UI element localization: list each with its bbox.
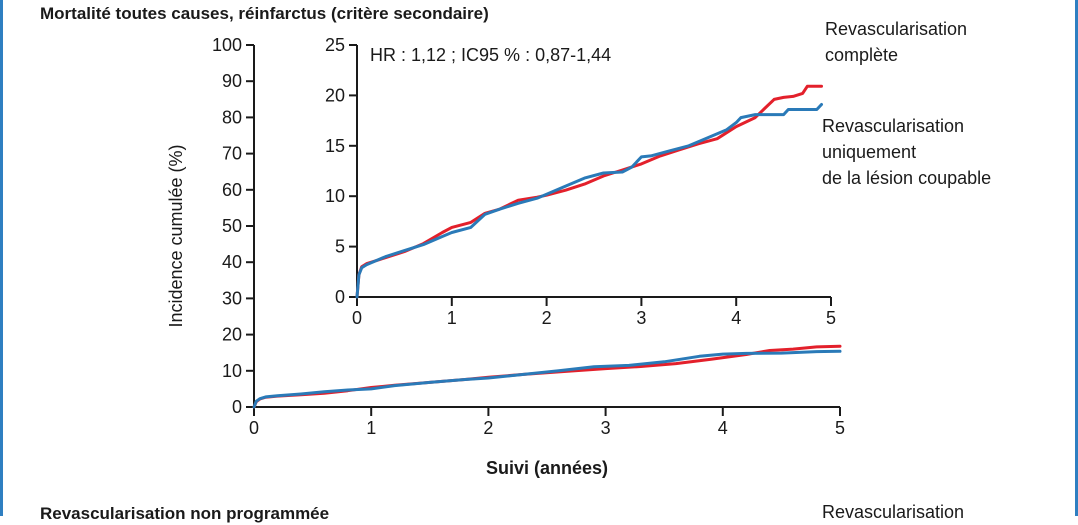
main-series-line-1 xyxy=(252,349,842,409)
inset-y-tick-label-2: 10 xyxy=(325,186,345,206)
main-x-tick-label-1: 1 xyxy=(366,418,376,438)
main-x-axis-label: Suivi (années) xyxy=(486,458,608,478)
main-series-line-0 xyxy=(252,344,842,409)
inset-series-line-1 xyxy=(355,103,823,299)
main-y-tick-label-6: 60 xyxy=(222,180,242,200)
main-y-tick-label-10: 100 xyxy=(212,35,242,55)
inset-x-tick-label-4: 4 xyxy=(731,308,741,328)
inset-y-tick-label-3: 15 xyxy=(325,136,345,156)
main-y-tick-label-9: 90 xyxy=(222,71,242,91)
main-y-tick-label-0: 0 xyxy=(232,397,242,417)
inset-x-tick-label-0: 0 xyxy=(352,308,362,328)
main-y-tick-label-4: 40 xyxy=(222,252,242,272)
legend-complete: Revascularisation complète xyxy=(825,19,968,65)
main-x-tick-label-3: 3 xyxy=(601,418,611,438)
main-y-tick-label-3: 30 xyxy=(222,288,242,308)
section-title: Mortalité toutes causes, réinfarctus (cr… xyxy=(40,4,489,23)
main-y-tick-label-7: 70 xyxy=(222,144,242,164)
inset-x-tick-label-2: 2 xyxy=(542,308,552,328)
inset-y-tick-label-0: 0 xyxy=(335,287,345,307)
main-x-tick-label-0: 0 xyxy=(249,418,259,438)
inset-x-tick-label-3: 3 xyxy=(636,308,646,328)
main-x-tick-label-5: 5 xyxy=(835,418,845,438)
inset-series-line-0 xyxy=(355,84,823,299)
main-x-tick-label-2: 2 xyxy=(483,418,493,438)
legend-culprit: Revascularisation uniquement de la lésio… xyxy=(822,116,992,188)
inset-x-tick-label-5: 5 xyxy=(826,308,836,328)
main-y-tick-label-8: 80 xyxy=(222,107,242,127)
main-y-tick-label-5: 50 xyxy=(222,216,242,236)
inset-x-tick-label-1: 1 xyxy=(447,308,457,328)
main-y-axis-label: Incidence cumulée (%) xyxy=(166,144,186,327)
inset-y-tick-label-4: 20 xyxy=(325,85,345,105)
inset-chart: 0 5 10 15 20 25 0 1 2 3 4 5 HR : 1,12 ; IC95 % : 0,8… xyxy=(325,35,836,328)
main-x-tick-label-4: 4 xyxy=(718,418,728,438)
main-y-tick-label-1: 10 xyxy=(222,361,242,381)
inset-y-tick-label-1: 5 xyxy=(335,237,345,257)
inset-hr-annotation: HR : 1,12 ; IC95 % : 0,87-1,44 xyxy=(370,45,611,65)
inset-y-tick-label-5: 25 xyxy=(325,35,345,55)
main-y-tick-label-2: 20 xyxy=(222,325,242,345)
